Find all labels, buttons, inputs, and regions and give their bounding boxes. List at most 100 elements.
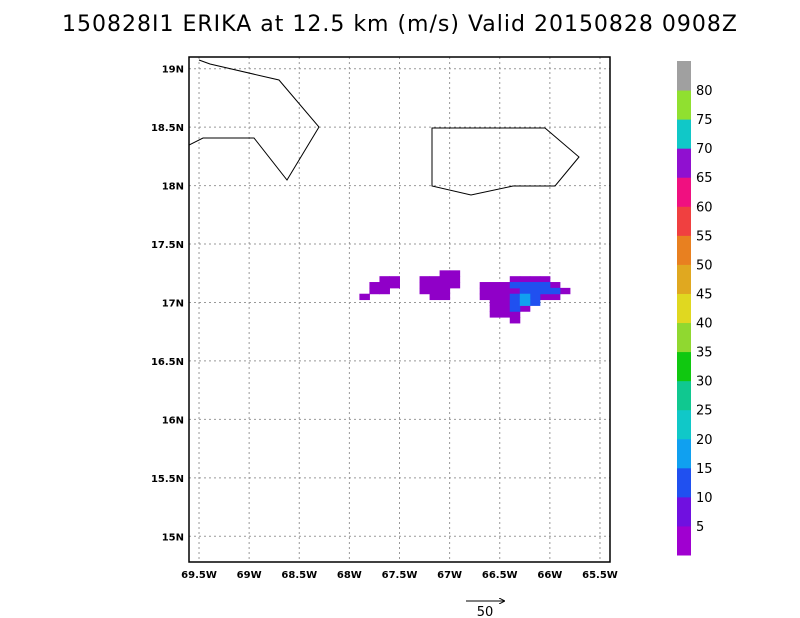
colorbar-label: 55	[696, 229, 713, 244]
wind-cell	[509, 276, 521, 283]
wind-cell	[509, 305, 521, 312]
wind-cell	[519, 282, 531, 289]
wind-cell	[499, 293, 511, 301]
lon-tick-label: 66W	[537, 570, 562, 581]
colorbar-segment	[677, 264, 691, 294]
wind-cell	[379, 276, 390, 283]
lat-tick-label: 15N	[162, 532, 184, 543]
wind-cell	[559, 287, 571, 295]
wind-cell	[549, 282, 561, 289]
wind-cell	[509, 299, 521, 306]
colorbar-label: 30	[696, 375, 713, 390]
lon-tick-label: 66.5W	[482, 570, 518, 581]
wind-cell	[389, 276, 400, 283]
reference-vector: 50	[466, 601, 504, 618]
lon-tick-label: 68W	[337, 570, 362, 581]
colorbar-label: 15	[696, 462, 713, 477]
wind-cell	[429, 293, 441, 301]
colorbar-segment	[677, 235, 691, 265]
colorbar-label: 20	[696, 433, 713, 448]
latitude-labels: 19N 18.5N 18N 17.5N 17N 16.5N 16N 15.5N 15N	[151, 65, 184, 544]
colorbar-label: 70	[696, 142, 713, 157]
wind-cell	[429, 282, 441, 289]
lon-tick-label: 69W	[237, 570, 262, 581]
colorbar-label: 5	[696, 520, 704, 535]
plot-frame	[188, 56, 611, 563]
longitude-labels: 69.5W 69W 68.5W 68W 67.5W 67W 66.5W 66W 65.5W	[181, 570, 618, 581]
wind-cell	[379, 282, 390, 289]
wind-cell	[449, 276, 461, 283]
wind-cell	[539, 287, 551, 295]
wind-cell	[439, 282, 451, 289]
map-title: 150828I1 ERIKA at 12.5 km (m/s) Valid 20…	[62, 12, 738, 37]
wind-cell	[419, 282, 431, 289]
wind-cell	[479, 287, 491, 295]
colorbar-label: 75	[696, 113, 713, 128]
colorbar-segment	[677, 177, 691, 207]
colorbar-label: 25	[696, 404, 713, 419]
lon-tick-label: 68.5W	[281, 570, 317, 581]
colorbar-segment	[677, 409, 691, 440]
wind-cell	[509, 311, 521, 318]
wind-region-east	[479, 276, 571, 324]
wind-cell	[389, 282, 400, 289]
colorbar-segment	[677, 61, 691, 91]
colorbar-label: 80	[696, 84, 713, 99]
colorbar-segment	[677, 525, 691, 556]
wind-cell	[509, 282, 521, 289]
wind-region-west	[359, 276, 400, 301]
wind-cell	[519, 299, 531, 306]
colorbar-label: 35	[696, 346, 713, 361]
wind-cell	[509, 293, 521, 301]
wind-cell	[479, 293, 491, 301]
wind-cell	[429, 276, 441, 283]
wind-cell	[529, 293, 541, 301]
wind-cell	[499, 305, 511, 312]
colorbar-segment	[677, 293, 691, 324]
wind-cell	[499, 299, 511, 306]
lat-tick-label: 17.5N	[151, 240, 184, 251]
colorbar-segment	[677, 148, 691, 178]
coastlines	[189, 59, 580, 196]
wind-cell	[519, 293, 531, 301]
colorbar-segment	[677, 351, 691, 382]
colorbar-segment	[677, 380, 691, 411]
wind-cell	[489, 305, 501, 312]
wind-cell	[369, 282, 380, 289]
reference-vector-label: 50	[477, 605, 494, 618]
colorbar-label: 10	[696, 491, 713, 506]
lon-tick-label: 67.5W	[382, 570, 418, 581]
wind-cell	[439, 287, 451, 295]
wind-cell	[489, 287, 501, 295]
colorbar-label: 45	[696, 287, 713, 302]
wind-speed-cells	[359, 270, 571, 324]
wind-region-central	[419, 270, 461, 301]
wind-cell	[489, 311, 501, 318]
colorbar-segment	[677, 467, 691, 498]
lat-tick-label: 15.5N	[151, 474, 184, 485]
wind-cell	[509, 317, 521, 324]
colorbar-segment	[677, 90, 691, 120]
colorbar-label: 50	[696, 258, 713, 273]
wind-cell	[519, 276, 531, 283]
wind-cell	[359, 293, 370, 301]
wind-cell	[449, 270, 461, 277]
colorbar-segment	[677, 496, 691, 527]
wind-cell	[549, 293, 561, 301]
lon-tick-label: 65.5W	[582, 570, 618, 581]
wind-cell	[519, 287, 531, 295]
gridlines	[189, 57, 610, 562]
wind-cell	[489, 282, 501, 289]
wind-cell	[439, 293, 451, 301]
colorbar-label: 40	[696, 317, 713, 332]
wind-cell	[419, 276, 431, 283]
wind-cell	[439, 276, 451, 283]
lon-tick-label: 69.5W	[181, 570, 217, 581]
wind-cell	[499, 311, 511, 318]
wind-cell	[499, 287, 511, 295]
wind-cell	[419, 287, 431, 295]
wind-cell	[529, 287, 541, 295]
wind-region-east-max	[519, 293, 531, 306]
